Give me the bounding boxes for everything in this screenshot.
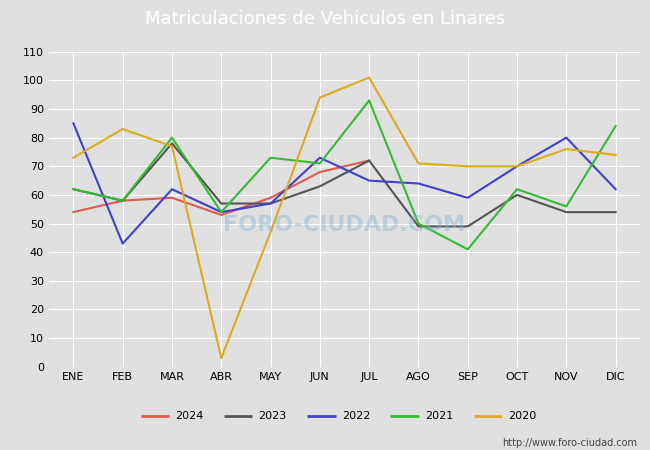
Text: Matriculaciones de Vehiculos en Linares: Matriculaciones de Vehiculos en Linares — [145, 10, 505, 28]
Text: 2020: 2020 — [508, 411, 536, 421]
Text: http://www.foro-ciudad.com: http://www.foro-ciudad.com — [502, 438, 637, 448]
Text: FORO-CIUDAD.COM: FORO-CIUDAD.COM — [224, 215, 465, 235]
Text: 2024: 2024 — [175, 411, 203, 421]
Text: 2023: 2023 — [259, 411, 287, 421]
Text: 2022: 2022 — [342, 411, 370, 421]
Text: 2021: 2021 — [425, 411, 453, 421]
